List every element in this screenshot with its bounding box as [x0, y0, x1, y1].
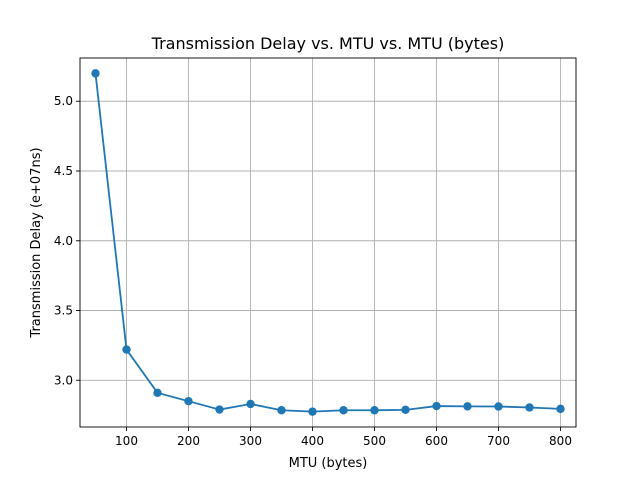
data-point	[525, 403, 534, 412]
ticks: 100 200 300 400 500 600 700 800 3.0 3.5 4.0 4.5 5.0	[54, 94, 572, 448]
data-point	[556, 404, 565, 414]
x-tick-label: 700	[487, 434, 510, 448]
data-point	[184, 396, 193, 406]
x-tick-label: 500	[363, 434, 386, 448]
data-point	[432, 401, 441, 411]
x-tick-label: 200	[177, 434, 200, 448]
y-tick-label: 3.0	[54, 373, 73, 387]
data-point	[463, 402, 472, 411]
x-tick-label: 100	[115, 434, 138, 448]
x-tick-label: 400	[301, 434, 324, 448]
data-point	[339, 406, 348, 415]
data-point	[370, 406, 379, 415]
data-point	[215, 405, 224, 414]
data-point	[153, 388, 162, 398]
y-axis-label: Transmission Delay (e+07ns)	[29, 147, 44, 338]
y-tick-label: 5.0	[54, 94, 73, 108]
data-point	[308, 407, 317, 416]
data-point	[246, 399, 255, 409]
plot-frame	[79, 57, 577, 428]
data-point	[401, 405, 410, 415]
y-tick-label: 3.5	[54, 304, 73, 318]
data-point	[494, 402, 503, 411]
x-axis-label: MTU (bytes)	[289, 456, 368, 471]
data-point	[122, 345, 131, 354]
grid	[80, 58, 576, 427]
data-point	[277, 406, 286, 415]
x-tick-label: 800	[549, 434, 572, 448]
y-tick-label: 4.5	[54, 164, 73, 178]
chart-title: Transmission Delay vs. MTU vs. MTU (byte…	[151, 34, 505, 53]
x-tick-label: 600	[425, 434, 448, 448]
data-point	[91, 69, 100, 78]
series-layer	[91, 69, 565, 416]
y-tick-label: 4.0	[54, 234, 73, 248]
x-tick-label: 300	[239, 434, 262, 448]
series-line	[94, 73, 561, 413]
